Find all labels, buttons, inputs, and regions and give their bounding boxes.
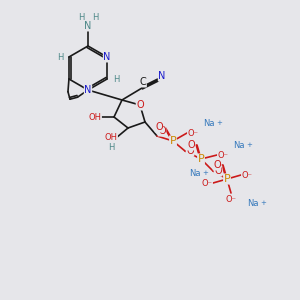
Text: O: O [155, 122, 163, 132]
Text: P: P [224, 174, 230, 184]
Text: O: O [186, 146, 194, 156]
Text: +: + [216, 120, 222, 126]
Text: +: + [202, 170, 208, 176]
Text: Na: Na [233, 140, 245, 149]
Text: H: H [92, 14, 98, 22]
Text: Na: Na [247, 199, 259, 208]
Text: H: H [78, 14, 84, 22]
Text: O: O [158, 126, 166, 136]
Text: C: C [140, 77, 146, 87]
Text: O: O [136, 100, 144, 110]
Text: N: N [158, 71, 166, 81]
Text: O: O [187, 140, 195, 150]
Text: Na: Na [203, 118, 215, 127]
Text: N: N [84, 21, 92, 31]
Text: Na: Na [189, 169, 201, 178]
Text: N: N [103, 52, 111, 62]
Text: H: H [108, 142, 114, 152]
Text: +: + [260, 200, 266, 206]
Text: OH: OH [104, 134, 118, 142]
Text: O⁻: O⁻ [218, 151, 229, 160]
Text: N: N [84, 85, 92, 95]
Text: P: P [198, 154, 204, 164]
Text: H: H [113, 74, 119, 83]
Text: O⁻: O⁻ [188, 128, 199, 137]
Text: H: H [57, 52, 63, 62]
Text: O: O [214, 166, 222, 176]
Text: P: P [169, 136, 176, 146]
Text: O⁻: O⁻ [226, 194, 236, 203]
Text: O⁻: O⁻ [242, 170, 253, 179]
Text: O⁻: O⁻ [202, 178, 212, 188]
Text: O: O [213, 160, 221, 170]
Text: +: + [246, 142, 252, 148]
Text: OH: OH [88, 112, 101, 122]
